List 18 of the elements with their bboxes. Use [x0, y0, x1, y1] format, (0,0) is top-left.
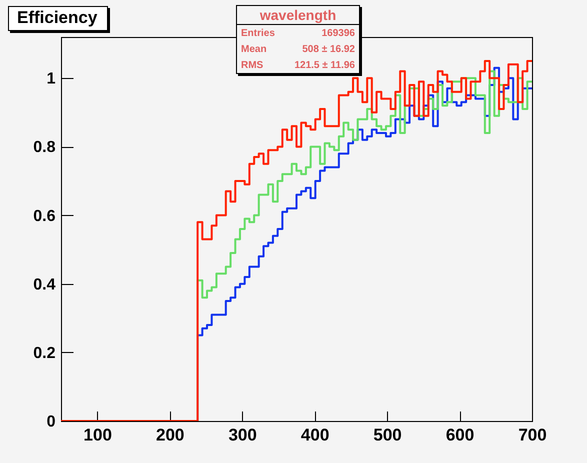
- text: RMS 121.5 ± 11.96: [241, 60, 355, 71]
- text: wavelength: [237, 6, 359, 25]
- y-tick-label: 0.4: [33, 276, 56, 294]
- y-tick-label: 0.2: [33, 344, 56, 362]
- x-tick-label: 600: [446, 426, 474, 444]
- text: Mean 508 ± 16.92: [241, 44, 355, 55]
- text: Entries 169396: [241, 28, 355, 39]
- y-tick-label: 1: [46, 70, 56, 88]
- x-tick-label: 300: [228, 426, 257, 444]
- y-tick-label: 0: [46, 414, 56, 430]
- chart-title: Efficiency: [8, 6, 108, 31]
- x-tick-label: 700: [518, 426, 547, 444]
- x-tick-label: 100: [84, 426, 112, 444]
- y-tick-label: 0.6: [33, 208, 56, 225]
- y-tick-label: 0.8: [33, 139, 56, 156]
- x-tick-label: 400: [300, 426, 330, 444]
- x-tick-label: 500: [373, 426, 402, 444]
- x-tick-label: 200: [156, 426, 184, 444]
